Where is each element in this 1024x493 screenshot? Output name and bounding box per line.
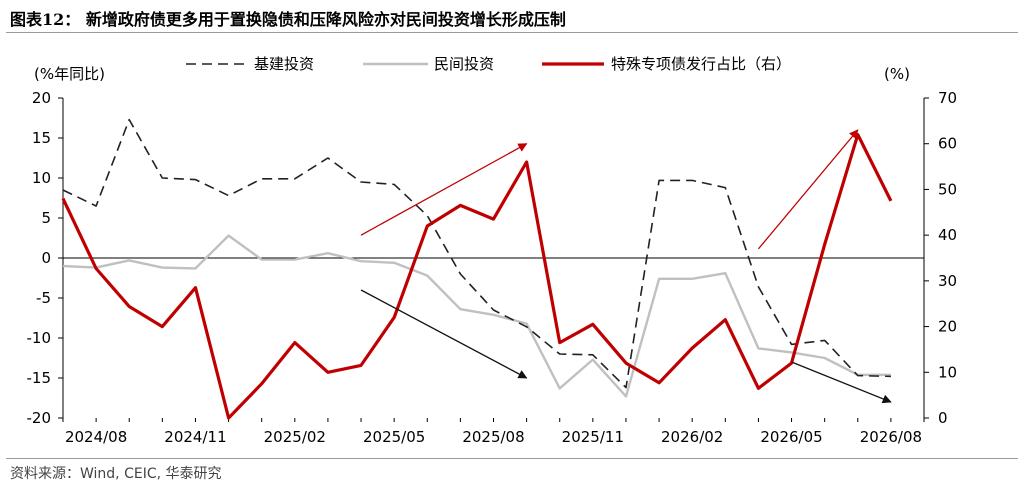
trend-arrow-red [360,143,528,236]
x-tick-label: 2026/02 [661,428,723,446]
left-tick-label: -10 [27,329,52,347]
left-tick-label: 15 [32,129,51,147]
x-tick-label: 2024/08 [65,428,127,446]
left-axis-unit: (%年同比) [34,65,105,83]
right-tick-label: 40 [938,226,957,244]
right-axis-unit: (%) [884,65,910,83]
x-tick-label: 2024/11 [164,428,226,446]
left-tick-label: -5 [36,289,51,307]
left-tick-label: 5 [41,209,51,227]
trend-arrow-red [757,129,859,250]
right-tick-label: 10 [938,363,957,381]
source-note: 资料来源：Wind, CEIC, 华泰研究 [10,466,222,482]
right-tick-label: 30 [938,272,957,290]
right-tick-label: 70 [938,89,957,107]
legend: 基建投资 民间投资 特殊专项债发行占比（右） [186,55,791,73]
left-tick-label: -15 [27,369,52,387]
left-tick-label: 20 [32,89,51,107]
series-line-infra [62,118,891,389]
series-line-private [62,234,891,398]
right-tick-label: 0 [938,409,948,427]
title-divider [6,32,1018,33]
left-tick-label: 10 [32,169,51,187]
right-tick-label: 50 [938,180,957,198]
right-tick-label: 60 [938,135,957,153]
legend-label: 特殊专项债发行占比（右） [611,55,791,73]
left-tick-label: 0 [41,249,51,267]
annotation-arrows [360,129,892,404]
x-tick-label: 2025/05 [363,428,425,446]
left-tick-label: -20 [27,409,52,427]
chart-title: 图表12： 新增政府债更多用于置换隐债和压降风险亦对民间投资增长形成压制 [10,10,566,29]
footer-divider [6,458,1018,459]
axes-layer: 20151050-5-10-15-207060504030201002024/0… [27,65,958,446]
legend-label: 民间投资 [434,55,494,73]
x-tick-label: 2026/05 [760,428,822,446]
series-layer [61,118,893,420]
series-line-special-bond [61,133,893,420]
legend-label: 基建投资 [254,55,314,73]
x-tick-label: 2025/02 [264,428,326,446]
right-tick-label: 20 [938,318,957,336]
x-tick-label: 2025/08 [462,428,524,446]
x-tick-label: 2026/08 [860,428,922,446]
x-tick-label: 2025/11 [562,428,624,446]
trend-arrow-black [360,289,528,379]
trend-arrow-black [791,361,892,404]
